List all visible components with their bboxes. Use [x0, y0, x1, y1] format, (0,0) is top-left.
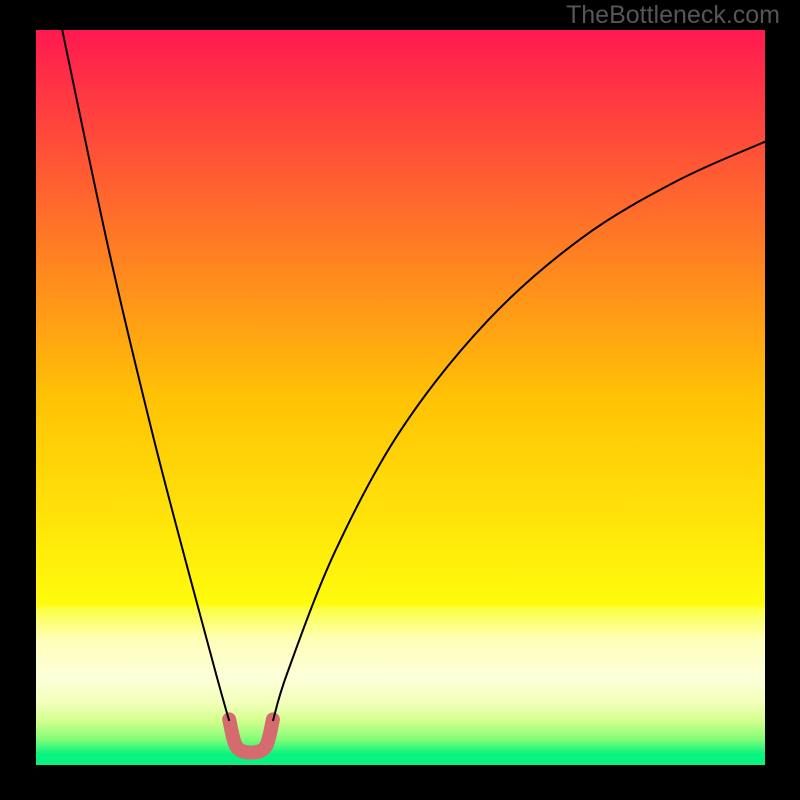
plot-svg — [36, 30, 765, 765]
gradient-background — [36, 30, 765, 765]
plot-area — [36, 30, 765, 765]
watermark-text: TheBottleneck.com — [566, 1, 780, 30]
